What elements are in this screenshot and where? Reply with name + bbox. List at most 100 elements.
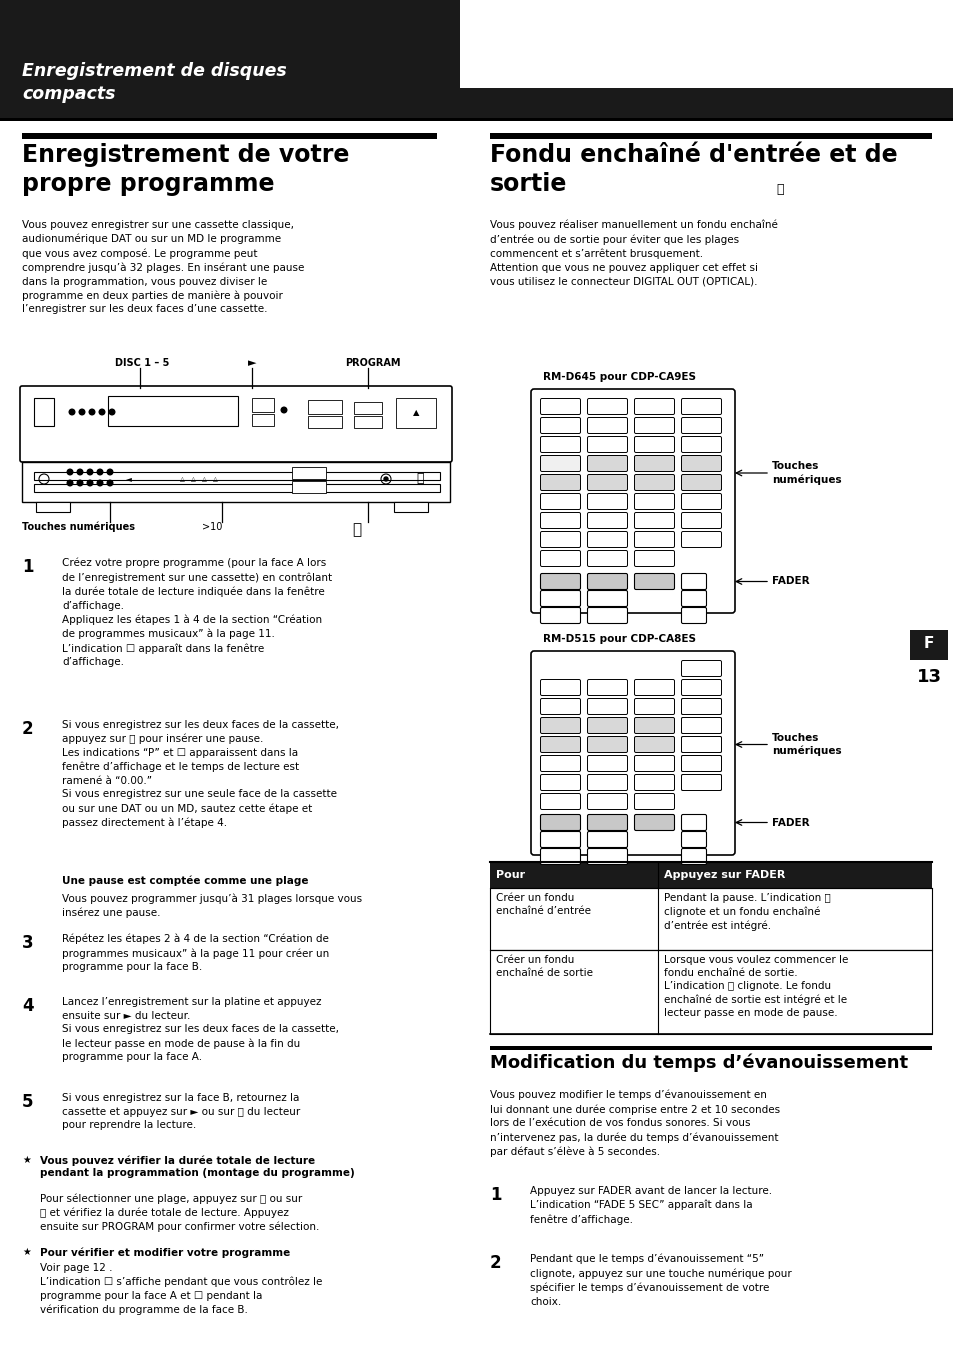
Bar [909,630,947,661]
FancyBboxPatch shape [540,831,579,847]
FancyBboxPatch shape [540,493,579,509]
Text: Lancez l’enregistrement sur la platine et appuyez
ensuite sur ► du lecteur.
Si v: Lancez l’enregistrement sur la platine e… [62,997,338,1062]
Text: Si vous enregistrez sur les deux faces de la cassette,
appuyez sur ⏸ pour insére: Si vous enregistrez sur les deux faces d… [62,720,338,828]
FancyBboxPatch shape [587,455,627,471]
FancyBboxPatch shape [20,386,452,462]
FancyBboxPatch shape [540,793,579,809]
FancyBboxPatch shape [540,590,579,607]
Circle shape [281,407,287,413]
FancyBboxPatch shape [540,550,579,566]
Circle shape [384,477,388,481]
FancyBboxPatch shape [540,717,579,734]
FancyBboxPatch shape [540,736,579,753]
FancyBboxPatch shape [634,550,674,566]
Text: Pour sélectionner une plage, appuyez sur ⏮ ou sur
⏭ et vérifiez la durée totale : Pour sélectionner une plage, appuyez sur… [40,1193,319,1232]
FancyBboxPatch shape [634,698,674,715]
Text: Créer un fondu
enchaîné de sortie: Créer un fondu enchaîné de sortie [496,955,593,978]
FancyBboxPatch shape [587,793,627,809]
Bar [354,416,381,428]
FancyBboxPatch shape [587,680,627,696]
FancyBboxPatch shape [634,474,674,490]
FancyBboxPatch shape [680,755,720,771]
Bar [34,484,439,492]
Circle shape [70,409,74,415]
Text: Enregistrement de disques
compacts: Enregistrement de disques compacts [22,62,287,103]
Text: Si vous enregistrez sur la face B, retournez la
cassette et appuyez sur ► ou sur: Si vous enregistrez sur la face B, retou… [62,1093,300,1131]
FancyBboxPatch shape [587,815,627,831]
FancyBboxPatch shape [540,512,579,528]
Text: △: △ [179,477,184,481]
Bar [490,888,931,950]
FancyBboxPatch shape [540,848,579,865]
FancyBboxPatch shape [634,815,674,831]
FancyBboxPatch shape [680,736,720,753]
FancyBboxPatch shape [680,717,720,734]
FancyBboxPatch shape [587,550,627,566]
Bar [252,399,274,412]
FancyBboxPatch shape [634,717,674,734]
Text: Vous pouvez réaliser manuellement un fondu enchaîné
d’entrée ou de sortie pour é: Vous pouvez réaliser manuellement un fon… [490,220,777,286]
Text: RM-D645 pour CDP-CA9ES: RM-D645 pour CDP-CA9ES [543,372,696,382]
FancyBboxPatch shape [540,417,579,434]
FancyBboxPatch shape [587,531,627,547]
Bar [490,1046,931,1050]
Text: PROGRAM: PROGRAM [345,358,400,367]
Circle shape [77,480,83,486]
FancyBboxPatch shape [680,493,720,509]
Bar [394,503,428,512]
Text: ⓘ: ⓘ [775,182,782,196]
Text: ★: ★ [22,1155,30,1165]
Text: 1: 1 [490,1186,501,1204]
FancyBboxPatch shape [680,512,720,528]
FancyBboxPatch shape [680,399,720,415]
FancyBboxPatch shape [680,608,706,624]
FancyBboxPatch shape [634,680,674,696]
FancyBboxPatch shape [680,755,720,771]
Text: Vous pouvez programmer jusqu’à 31 plages lorsque vous
insérez une pause.: Vous pouvez programmer jusqu’à 31 plages… [62,893,362,917]
Text: ►: ► [248,358,256,367]
Circle shape [99,409,105,415]
FancyBboxPatch shape [540,455,579,471]
Bar [34,399,54,426]
Text: Lorsque vous voulez commencer le
fondu enchaîné de sortie.
L’indication ⏮ cligno: Lorsque vous voulez commencer le fondu e… [663,955,847,1019]
FancyBboxPatch shape [634,399,674,415]
Text: 13: 13 [916,667,941,686]
FancyBboxPatch shape [540,399,579,415]
Text: FADER: FADER [771,577,809,586]
FancyBboxPatch shape [634,531,674,547]
FancyBboxPatch shape [634,774,674,790]
FancyBboxPatch shape [680,455,720,471]
Text: Enregistrement de votre
propre programme: Enregistrement de votre propre programme [22,143,349,196]
Text: DISC 1 – 5: DISC 1 – 5 [115,358,170,367]
Circle shape [87,480,92,486]
FancyBboxPatch shape [540,608,579,624]
Circle shape [97,469,103,474]
FancyBboxPatch shape [634,793,674,809]
Text: △: △ [191,477,195,481]
FancyBboxPatch shape [680,680,720,696]
FancyBboxPatch shape [587,736,627,753]
Text: 1: 1 [22,558,33,576]
Bar [292,481,326,493]
FancyBboxPatch shape [634,512,674,528]
Bar [292,467,326,480]
Bar [490,862,931,888]
Bar [22,132,436,139]
Text: ▲: ▲ [413,408,418,417]
Bar [490,132,931,139]
Circle shape [79,409,85,415]
FancyBboxPatch shape [587,417,627,434]
FancyBboxPatch shape [587,608,627,624]
FancyBboxPatch shape [587,590,627,607]
Text: Touches numériques: Touches numériques [22,521,135,532]
Text: Fondu enchaîné d'entrée et de
sortie: Fondu enchaîné d'entrée et de sortie [490,143,897,196]
FancyBboxPatch shape [540,574,579,589]
FancyBboxPatch shape [634,455,674,471]
Text: FADER: FADER [771,817,809,828]
Text: Créer un fondu
enchaîné d’entrée: Créer un fondu enchaîné d’entrée [496,893,590,916]
FancyBboxPatch shape [680,774,720,790]
Circle shape [67,480,72,486]
FancyBboxPatch shape [680,831,706,847]
Text: Répétez les étapes 2 à 4 de la section “Création de
programmes musicaux” à la pa: Répétez les étapes 2 à 4 de la section “… [62,934,329,973]
Text: Pour: Pour [496,870,524,880]
